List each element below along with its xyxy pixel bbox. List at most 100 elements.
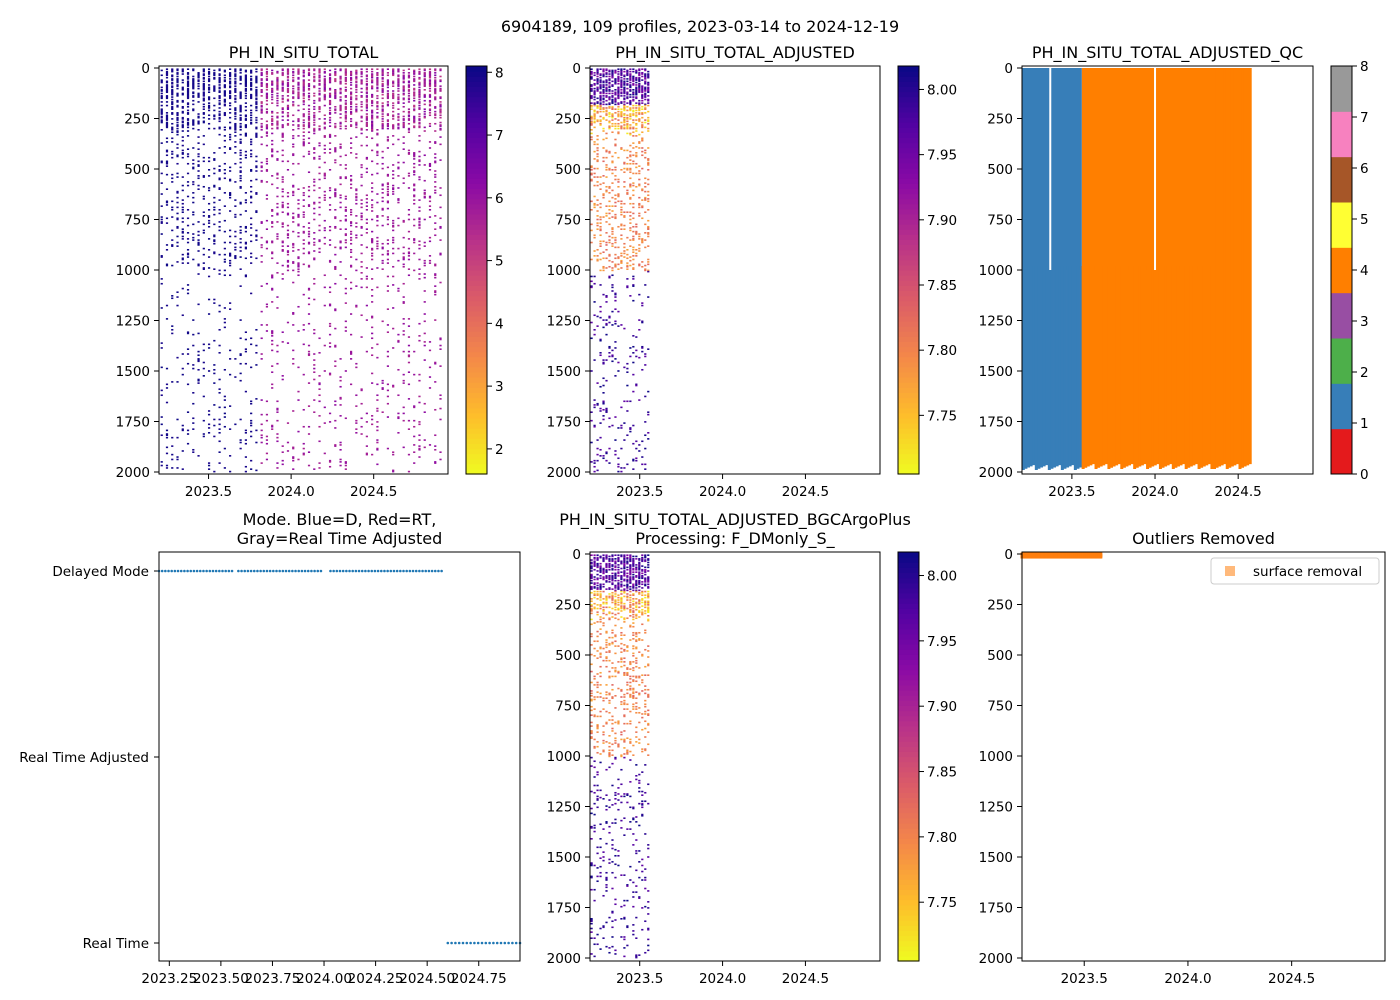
- p1-data-mark: [355, 105, 358, 108]
- p1-data-mark: [334, 95, 337, 97]
- p1-data-mark: [407, 98, 411, 101]
- p1-data-mark: [186, 262, 190, 264]
- p2-data-mark: [641, 440, 644, 443]
- p1-data-mark: [271, 87, 274, 90]
- p5-data-mark: [596, 607, 599, 610]
- p5-data-mark: [599, 577, 602, 580]
- p5-data-mark: [593, 698, 596, 701]
- p1-data-mark: [265, 124, 269, 126]
- p5-data-mark: [596, 724, 599, 726]
- p1-data-mark: [286, 264, 290, 267]
- p1-data-mark: [207, 219, 211, 222]
- p2-data-mark: [599, 339, 602, 342]
- p1-data-mark: [376, 143, 379, 146]
- p1-data-mark: [307, 287, 311, 290]
- p1-data-mark: [218, 344, 221, 347]
- p1-data-mark: [197, 175, 200, 177]
- p2-data-mark: [617, 268, 620, 270]
- p2-data-mark: [614, 169, 617, 171]
- p1-data-mark: [202, 343, 205, 346]
- p2-data-mark: [644, 75, 647, 78]
- p1-data-mark: [418, 115, 421, 118]
- p1-data-mark: [192, 78, 195, 80]
- p1-data-mark: [397, 85, 400, 87]
- p1-data-mark: [223, 104, 226, 107]
- p2-data-mark: [644, 93, 647, 96]
- p1-data-mark: [355, 362, 358, 365]
- p1-data-mark: [423, 218, 426, 221]
- p1-data-mark: [213, 235, 216, 238]
- p2-data-mark: [632, 172, 635, 175]
- p1-data-mark: [265, 442, 269, 445]
- p1-ytick-label-2: 500: [124, 162, 150, 178]
- p1-data-mark: [439, 89, 442, 91]
- p2-ytick-label-2: 500: [555, 162, 581, 178]
- p1-data-mark: [334, 268, 337, 270]
- p2-data-mark: [647, 269, 650, 272]
- p1-data-mark: [349, 125, 353, 127]
- p2-data-mark: [626, 262, 629, 264]
- p1-data-mark: [439, 451, 442, 453]
- p2-data-mark: [641, 85, 644, 87]
- p1-data-mark: [302, 141, 305, 143]
- p1-data-mark: [239, 177, 242, 180]
- p2-data-mark: [644, 182, 647, 184]
- p1-data-mark: [313, 130, 316, 132]
- p1-data-mark: [423, 290, 426, 292]
- p1-data-mark: [360, 129, 363, 131]
- p1-data-mark: [171, 103, 174, 106]
- p1-data-mark: [360, 103, 363, 106]
- p1-data-mark: [313, 364, 316, 366]
- p1-data-mark: [376, 286, 379, 289]
- p1-data-mark: [402, 69, 405, 72]
- p1-data-mark: [423, 81, 426, 84]
- p1-data-mark: [265, 247, 269, 250]
- p1-data-mark: [307, 108, 311, 110]
- p2-data-mark: [611, 108, 614, 110]
- p1-data-mark: [218, 73, 221, 75]
- p5-data-mark: [605, 768, 608, 771]
- p2-data-mark: [647, 91, 650, 94]
- p1-data-mark: [397, 432, 400, 434]
- p2-data-mark: [620, 406, 623, 409]
- p1-data-mark: [434, 74, 437, 77]
- p1-data-mark: [239, 105, 242, 108]
- p2-data-mark: [623, 439, 626, 441]
- p1-data-mark: [392, 275, 395, 278]
- p2-data-mark: [620, 82, 623, 85]
- p2-data-mark: [593, 399, 596, 401]
- p1-data-mark: [165, 244, 169, 246]
- p5-data-mark: [590, 612, 593, 615]
- p1-data-mark: [344, 233, 347, 235]
- p1-data-mark: [386, 188, 390, 190]
- p1-data-mark: [176, 84, 179, 86]
- p2-data-mark: [623, 84, 626, 86]
- p1-data-mark: [181, 87, 184, 90]
- p2-data-mark: [647, 227, 650, 229]
- p1-data-mark: [428, 341, 432, 343]
- p1-data-mark: [365, 198, 368, 200]
- p1-data-mark: [239, 250, 242, 252]
- p1-data-mark: [392, 92, 395, 95]
- p2-data-mark: [590, 121, 593, 124]
- p1-data-mark: [439, 344, 442, 347]
- p1-data-mark: [302, 97, 305, 100]
- p2-data-mark: [602, 455, 605, 457]
- p1-data-mark: [234, 122, 237, 125]
- p1-data-mark: [181, 373, 184, 376]
- p2-data-mark: [611, 355, 614, 358]
- p1-data-mark: [239, 78, 242, 80]
- p1-data-mark: [302, 143, 305, 146]
- p1-data-mark: [360, 101, 363, 103]
- p1-data-mark: [334, 90, 337, 92]
- p1-data-mark: [281, 126, 284, 129]
- p1-data-mark: [349, 103, 353, 106]
- p1-data-mark: [313, 332, 316, 335]
- p1-data-mark: [181, 314, 184, 317]
- p1-data-mark: [349, 265, 353, 268]
- p1-data-mark: [355, 222, 358, 224]
- p1-data-mark: [202, 113, 205, 115]
- p1-data-mark: [218, 84, 221, 86]
- p5-data-mark: [590, 585, 593, 588]
- p1-data-mark: [186, 92, 190, 95]
